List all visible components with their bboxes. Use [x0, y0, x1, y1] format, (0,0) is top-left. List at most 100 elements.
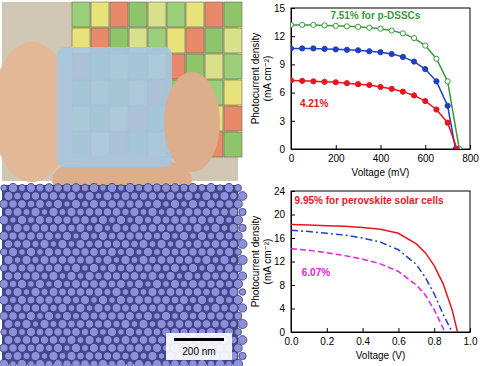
grain: [135, 296, 144, 305]
tick-label: 0.8: [428, 336, 442, 347]
grain: [41, 353, 48, 360]
tick-mark: [336, 145, 337, 149]
photo: [0, 2, 242, 206]
series-line: [291, 249, 445, 332]
grain: [76, 320, 85, 329]
axis-line: [292, 332, 471, 333]
x-axis-title: Voltage (mV): [352, 167, 410, 178]
grain: [153, 216, 162, 225]
grain: [135, 232, 143, 240]
grain: [18, 264, 26, 272]
grain: [207, 216, 214, 223]
grain: [166, 256, 174, 264]
grain: [58, 239, 67, 248]
grain: [14, 192, 22, 200]
grain: [45, 184, 54, 193]
grain: [140, 289, 147, 296]
grain: [103, 240, 111, 248]
grain: [180, 248, 189, 257]
grain: [98, 231, 107, 240]
grain: [152, 343, 161, 352]
grain: [121, 192, 130, 201]
grain: [116, 359, 125, 366]
figure: 200 nm020040060080003691215Voltage (mV)P…: [0, 0, 486, 366]
grain: [158, 209, 165, 216]
grain: [50, 304, 58, 312]
grain: [140, 272, 148, 280]
grain: [103, 191, 112, 200]
tick-mark: [470, 145, 471, 149]
tick-label: 600: [417, 153, 434, 164]
grain: [208, 297, 214, 303]
tick-label: 20: [274, 209, 286, 220]
sem-background: [2, 185, 238, 364]
grain: [144, 296, 152, 304]
grain: [215, 295, 224, 304]
grain: [167, 241, 174, 248]
grain: [153, 184, 161, 192]
grain: [211, 223, 220, 232]
grain: [103, 255, 112, 264]
grain: [224, 183, 233, 192]
grain: [220, 272, 229, 281]
grain: [212, 257, 219, 264]
grain: [5, 208, 13, 216]
grain: [135, 200, 144, 209]
grain: [26, 311, 35, 320]
grain: [148, 351, 157, 360]
grain: [0, 264, 7, 271]
table-cell: [224, 132, 242, 157]
grain: [163, 281, 170, 288]
grain: [0, 359, 9, 366]
grain: [203, 240, 211, 248]
tick-mark: [291, 64, 295, 65]
grain: [32, 321, 38, 327]
chart: 020040060080003691215Voltage (mV)Photocu…: [250, 3, 479, 178]
grain: [239, 224, 246, 231]
grain: [238, 336, 247, 345]
grain: [109, 297, 116, 304]
grain: [85, 191, 94, 200]
grain: [238, 192, 247, 201]
grain: [180, 264, 187, 271]
grain: [85, 256, 94, 265]
grain: [35, 359, 44, 366]
grain: [130, 207, 139, 216]
grain: [100, 329, 107, 336]
grain: [45, 264, 53, 272]
grain: [126, 200, 134, 208]
grain: [71, 343, 80, 352]
marker: [423, 43, 428, 48]
grain: [118, 329, 125, 336]
marker: [400, 89, 405, 94]
grain: [220, 320, 229, 329]
tick-mark: [398, 328, 399, 332]
series-line: [291, 25, 459, 149]
grain: [175, 239, 184, 248]
grain: [198, 248, 206, 256]
grain: [234, 232, 242, 240]
grain: [49, 288, 58, 297]
grain: [203, 225, 210, 232]
table-cell: [167, 2, 185, 27]
grain: [112, 223, 121, 232]
marker: [311, 46, 316, 51]
grain: [94, 352, 102, 360]
grain: [144, 328, 153, 337]
grain: [220, 240, 228, 248]
grain: [158, 192, 166, 200]
grain: [108, 360, 115, 366]
grain: [188, 199, 197, 208]
grain: [98, 359, 107, 366]
grain: [23, 208, 30, 215]
marker: [378, 26, 383, 31]
grain: [18, 296, 27, 305]
grain: [117, 312, 125, 320]
grain: [14, 257, 21, 264]
grain: [134, 215, 143, 224]
grain: [72, 296, 79, 303]
tick: 0: [279, 144, 295, 155]
table-cell: [224, 106, 242, 131]
grain: [202, 271, 211, 280]
grain: [103, 320, 112, 329]
